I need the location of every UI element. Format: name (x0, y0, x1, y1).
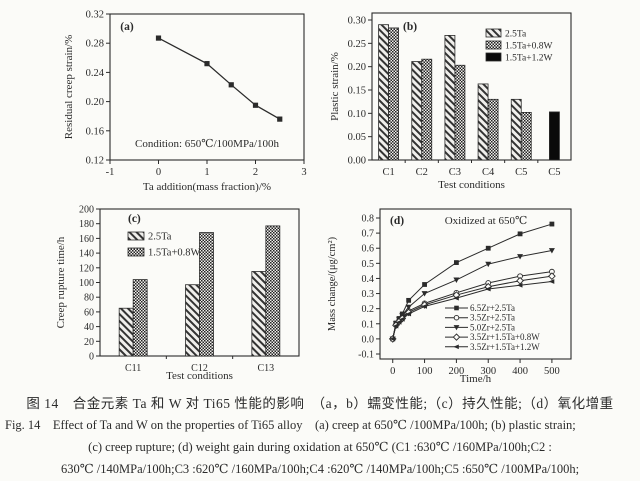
svg-text:0.20: 0.20 (86, 97, 104, 108)
svg-text:80: 80 (84, 293, 94, 304)
svg-text:120: 120 (79, 263, 94, 274)
svg-text:60: 60 (84, 307, 94, 318)
svg-text:1.5Ta+1.2W: 1.5Ta+1.2W (505, 54, 552, 64)
caption-chinese: 图 14 合金元素 Ta 和 W 对 Ti65 性能的影响 （a，b）蠕变性能;… (26, 396, 614, 411)
svg-text:C12: C12 (191, 363, 208, 374)
svg-text:500: 500 (544, 366, 560, 377)
svg-text:-0.1: -0.1 (358, 350, 374, 361)
svg-text:0.20: 0.20 (348, 62, 366, 73)
svg-text:3.5Zr+1.5Ta+0.8W: 3.5Zr+1.5Ta+0.8W (470, 332, 540, 342)
svg-text:2.5Ta: 2.5Ta (148, 232, 172, 243)
svg-text:0: 0 (89, 352, 94, 363)
svg-text:20: 20 (84, 337, 94, 348)
svg-text:300: 300 (480, 366, 496, 377)
svg-text:40: 40 (84, 322, 94, 333)
svg-text:3.5Zr+2.5Ta: 3.5Zr+2.5Ta (470, 313, 515, 323)
svg-text:(b): (b) (403, 21, 417, 33)
svg-text:Test conditions: Test conditions (166, 370, 233, 382)
caption-english-line3: 630℃ /140MPa/100h;C3 :620℃ /160MPa/100h;… (60, 462, 580, 476)
svg-text:Plastic strain/%: Plastic strain/% (329, 52, 341, 121)
svg-text:C11: C11 (125, 363, 141, 374)
svg-text:0.28: 0.28 (86, 39, 104, 50)
svg-text:0.2: 0.2 (362, 304, 375, 315)
svg-text:0.1: 0.1 (362, 319, 375, 330)
svg-text:0.00: 0.00 (348, 156, 366, 167)
svg-text:140: 140 (79, 249, 94, 260)
caption-english-line2: (c) creep rupture; (d) weight gain durin… (88, 440, 552, 454)
svg-text:0: 0 (156, 167, 161, 178)
chart-plastic-strain: 0.00 0.05 0.10 0.15 0.20 0.25 0.30 C1 C2 C3 C4 C5 C5… (329, 12, 572, 191)
svg-text:0.25: 0.25 (348, 39, 366, 50)
svg-text:6.5Zr+2.5Ta: 6.5Zr+2.5Ta (470, 303, 515, 313)
svg-text:2: 2 (253, 167, 258, 178)
svg-text:Residual creep strain/%: Residual creep strain/% (63, 35, 75, 139)
svg-text:0.24: 0.24 (86, 68, 105, 79)
svg-text:3.5Zr+1.5Ta+1.2W: 3.5Zr+1.5Ta+1.2W (470, 342, 540, 352)
svg-text:C2: C2 (416, 167, 428, 178)
svg-text:0.5: 0.5 (362, 259, 375, 270)
svg-text:0.12: 0.12 (86, 156, 104, 167)
svg-text:0.0: 0.0 (362, 334, 375, 345)
svg-text:1.5Ta+0.8W: 1.5Ta+0.8W (148, 248, 201, 259)
svg-text:2.5Ta: 2.5Ta (505, 30, 527, 40)
svg-text:0.4: 0.4 (362, 274, 375, 285)
svg-text:5.0Zr+2.5Ta: 5.0Zr+2.5Ta (470, 322, 515, 332)
caption-english-line1: Fig. 14 Effect of Ta and W on the proper… (5, 418, 576, 432)
svg-text:100: 100 (417, 366, 433, 377)
svg-text:180: 180 (79, 219, 94, 230)
svg-text:0.3: 0.3 (362, 289, 375, 300)
chart-creep-rupture-time: 0 20 40 60 80 100 120 140 160 180 200 C11 C12 C13 2.5T… (55, 205, 300, 382)
svg-text:C5: C5 (548, 167, 560, 178)
svg-text:160: 160 (79, 234, 94, 245)
svg-text:0.10: 0.10 (348, 109, 366, 120)
figure-caption: 图 14 合金元素 Ta 和 W 对 Ti65 性能的影响 （a，b）蠕变性能;… (0, 392, 640, 480)
svg-text:1.5Ta+0.8W: 1.5Ta+0.8W (505, 42, 552, 52)
svg-text:C4: C4 (482, 167, 495, 178)
svg-text:400: 400 (512, 366, 528, 377)
svg-text:C3: C3 (449, 167, 461, 178)
svg-text:Mass change/(μg/cm²): Mass change/(μg/cm²) (327, 236, 338, 331)
svg-text:100: 100 (79, 278, 94, 289)
svg-text:0.6: 0.6 (362, 244, 375, 255)
svg-text:0: 0 (390, 366, 395, 377)
svg-text:-1: -1 (106, 167, 115, 178)
svg-text:1: 1 (204, 167, 209, 178)
svg-text:(d): (d) (390, 215, 404, 227)
svg-text:C1: C1 (382, 167, 394, 178)
svg-text:Ta addition(mass fraction)/%: Ta addition(mass fraction)/% (143, 181, 271, 193)
chart-residual-creep-strain: 0.12 0.16 0.20 0.24 0.28 0.32 -1 0 1 2 3 Ta additio… (63, 10, 307, 194)
svg-text:Oxidized at 650℃: Oxidized at 650℃ (445, 215, 528, 227)
svg-text:Creep rupture time/h: Creep rupture time/h (55, 236, 67, 328)
svg-text:3: 3 (301, 167, 306, 178)
svg-text:Condition: 650℃/100MPa/100h: Condition: 650℃/100MPa/100h (135, 138, 280, 150)
svg-text:(c): (c) (128, 213, 141, 225)
chart-mass-change: -0.1 0.0 0.1 0.2 0.3 0.4 0.5 0.6 0.7 0.8 0 100 200 30… (327, 208, 572, 385)
svg-text:C13: C13 (257, 363, 274, 374)
svg-text:Test conditions: Test conditions (438, 179, 505, 191)
svg-text:0.32: 0.32 (86, 10, 104, 21)
svg-text:Time/h: Time/h (460, 373, 492, 385)
svg-text:0.8: 0.8 (362, 214, 375, 225)
svg-text:200: 200 (449, 366, 465, 377)
svg-text:0.30: 0.30 (348, 16, 366, 27)
svg-text:0.05: 0.05 (348, 132, 366, 143)
svg-text:C5: C5 (515, 167, 527, 178)
svg-text:200: 200 (79, 205, 94, 216)
svg-text:0.15: 0.15 (348, 86, 366, 97)
svg-text:0.7: 0.7 (362, 229, 375, 240)
svg-text:0.16: 0.16 (86, 126, 104, 137)
svg-text:(a): (a) (120, 21, 134, 33)
charts-grid: 0.12 0.16 0.20 0.24 0.28 0.32 -1 0 1 2 3 Ta additio… (55, 10, 572, 385)
